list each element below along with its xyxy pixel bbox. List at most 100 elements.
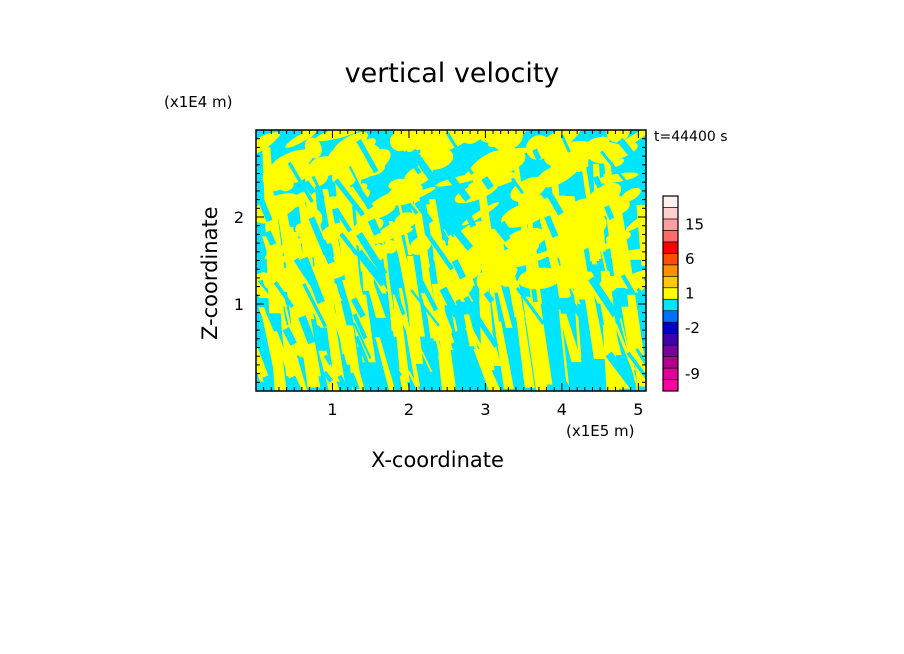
velocity-streak-negative: [451, 259, 467, 280]
velocity-streak-negative: [425, 232, 454, 271]
velocity-streak: [627, 294, 646, 387]
velocity-streak: [558, 313, 582, 363]
velocity-blob: [598, 275, 620, 294]
colorbar-segment: [662, 333, 679, 346]
velocity-streak-negative: [414, 200, 434, 225]
x-axis-label: X-coordinate: [371, 448, 504, 472]
velocity-blob: [464, 159, 507, 180]
velocity-blob: [476, 273, 490, 292]
velocity-streak-negative: [356, 139, 379, 174]
velocity-streak: [533, 302, 553, 385]
velocity-streak: [392, 294, 410, 382]
colorbar-segment: [662, 195, 679, 208]
velocity-streak-negative: [356, 232, 388, 277]
velocity-blob: [518, 267, 562, 290]
velocity-streak-negative: [375, 318, 395, 342]
y-axis: 12: [234, 138, 646, 383]
colorbar-segment: [662, 344, 679, 357]
velocity-streak: [320, 278, 345, 382]
velocity-streak-negative: [298, 315, 316, 345]
velocity-streak-negative: [544, 215, 559, 238]
velocity-streak-negative: [462, 207, 477, 228]
velocity-blob: [492, 130, 523, 151]
velocity-streak-negative: [424, 344, 439, 368]
velocity-streak-negative: [546, 191, 564, 216]
velocity-streak-negative: [333, 178, 365, 217]
colorbar-segment: [662, 287, 679, 300]
colorbar-segment: [662, 298, 679, 312]
velocity-streak-negative: [635, 348, 646, 371]
velocity-blob: [555, 226, 603, 259]
velocity-streak-negative: [282, 327, 297, 346]
velocity-streak: [375, 337, 396, 391]
velocity-blob: [558, 197, 597, 226]
velocity-streak-negative: [600, 150, 628, 183]
velocity-streak-negative: [410, 289, 440, 327]
velocity-blob: [337, 171, 356, 187]
velocity-streak-negative: [463, 295, 483, 324]
velocity-streak-negative: [445, 131, 474, 175]
velocity-streak-negative: [352, 182, 374, 210]
velocity-blob: [600, 235, 627, 251]
x-tick-label: 4: [557, 400, 567, 419]
colorbar-segment: [662, 241, 679, 254]
colorbar-label: -2: [685, 319, 700, 337]
velocity-streak: [348, 336, 366, 391]
velocity-streak-negative: [367, 218, 382, 236]
colorbar: 15 6 1 -2 -9: [662, 195, 704, 392]
velocity-streak-negative: [352, 322, 372, 359]
colorbar-segment: [662, 356, 679, 369]
x-tick-label: 2: [404, 400, 414, 419]
velocity-streak-negative: [546, 345, 563, 366]
velocity-blob: [387, 181, 423, 206]
velocity-streak-negative: [450, 330, 475, 374]
velocity-streak-negative: [288, 375, 302, 391]
velocity-streak-negative: [311, 175, 325, 199]
velocity-streak: [256, 279, 272, 299]
velocity-streak-negative: [604, 205, 615, 220]
velocity-streak-negative: [348, 165, 366, 197]
colorbar-segment: [662, 264, 679, 277]
velocity-blob: [491, 267, 518, 288]
velocity-streak-negative: [524, 389, 548, 391]
colorbar-label: 15: [685, 216, 704, 234]
velocity-blob: [324, 196, 339, 207]
velocity-blob: [304, 137, 322, 159]
velocity-streak-negative: [532, 148, 542, 161]
velocity-streak-negative: [626, 351, 646, 384]
velocity-streak-negative: [444, 170, 471, 202]
velocity-blob: [256, 132, 281, 146]
velocity-blob: [295, 223, 307, 238]
velocity-blob: [269, 149, 314, 176]
velocity-blob: [619, 247, 646, 260]
velocity-streak-negative: [390, 362, 403, 378]
colorbar-label: 6: [685, 250, 695, 268]
colorbar-segment: [662, 379, 679, 392]
velocity-streak-negative: [351, 297, 366, 318]
velocity-blob: [256, 272, 268, 281]
velocity-blob: [606, 130, 630, 143]
velocity-blob: [483, 259, 506, 282]
velocity-streak-negative: [354, 335, 370, 366]
velocity-streak-negative: [560, 134, 571, 153]
velocity-streak-negative: [318, 239, 335, 265]
velocity-streak-negative: [337, 374, 354, 391]
velocity-streak-negative: [481, 176, 494, 190]
x-tick-label: 5: [633, 400, 643, 419]
velocity-streak-negative: [352, 313, 368, 340]
velocity-blob: [594, 172, 639, 184]
chart-title: vertical velocity: [344, 58, 560, 89]
velocity-blob: [362, 227, 413, 242]
velocity-streak-negative: [605, 351, 637, 389]
velocity-streak: [394, 309, 419, 343]
velocity-blob: [264, 237, 307, 259]
velocity-blob: [504, 227, 547, 251]
velocity-streak-negative: [483, 291, 495, 303]
velocity-streak: [256, 343, 271, 382]
velocity-streak: [284, 274, 306, 356]
velocity-streak: [478, 272, 495, 371]
colorbar-segment: [662, 230, 679, 243]
y-axis-label: Z-coordinate: [198, 206, 222, 340]
velocity-field: [256, 130, 646, 391]
velocity-blob: [587, 142, 624, 164]
